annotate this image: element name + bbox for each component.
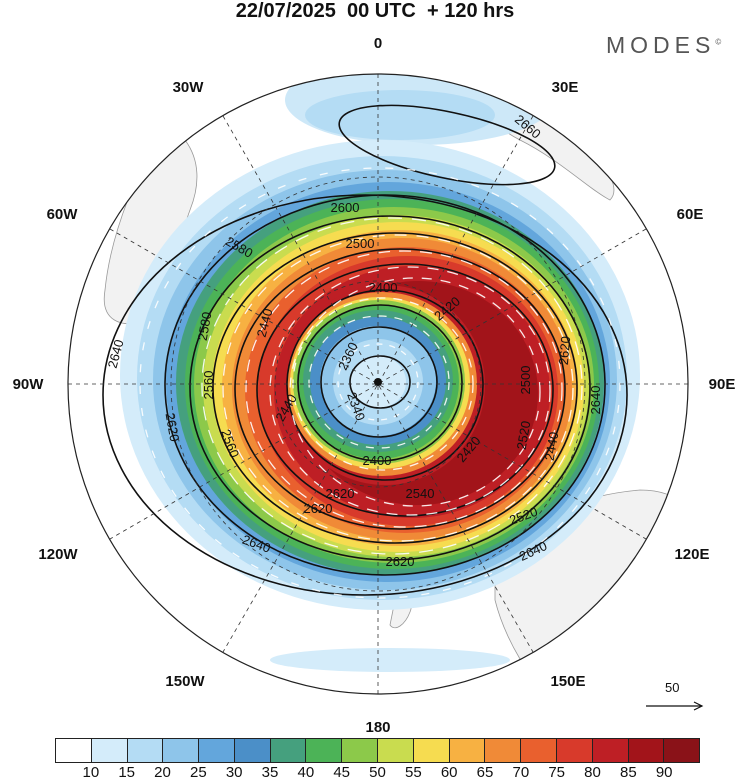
colorbar-swatch <box>91 739 128 762</box>
colorbar-swatch <box>234 739 271 762</box>
wind-streamlines <box>139 167 621 599</box>
colorbar-tick-label: 90 <box>655 764 673 781</box>
colorbar-swatch <box>413 739 450 762</box>
colorbar-tick-label: 55 <box>404 764 422 781</box>
contour-label: 2400 <box>369 280 398 295</box>
colorbar-swatch <box>306 739 343 762</box>
colorbar-tick-label: 45 <box>333 764 350 781</box>
colorbar <box>55 738 700 763</box>
contour-label: 2440 <box>542 431 562 462</box>
colorbar-tick-label: 75 <box>548 764 565 781</box>
lon-label-30e: 30E <box>552 79 579 96</box>
reference-vector-label: 50 <box>665 680 680 695</box>
colorbar-tick-label: 10 <box>82 764 100 781</box>
contour-label: 2440 <box>254 307 276 339</box>
colorbar-swatch <box>270 739 307 762</box>
colorbar-swatch <box>378 739 414 762</box>
logo-text: MODES <box>606 32 716 58</box>
colorbar-tick-label: 60 <box>440 764 458 781</box>
modes-logo: MODES© <box>606 32 721 59</box>
map-disc <box>68 74 688 694</box>
lon-label-60e: 60E <box>677 206 704 223</box>
lon-label-60w: 60W <box>47 206 79 223</box>
contour-label: 2400 <box>363 453 392 468</box>
lon-label-120w: 120W <box>38 546 78 563</box>
colorbar-tick-label: 35 <box>261 764 279 781</box>
contour-label: 2520 <box>514 420 534 451</box>
lon-label-180: 180 <box>365 719 390 736</box>
lon-label-90w: 90W <box>13 376 45 393</box>
contour-label: 2540 <box>406 486 435 501</box>
reference-arrow <box>646 701 704 711</box>
longitude-labels: 0 30E 60E 90E 120E 150E 180 150W 120W 90… <box>13 35 736 736</box>
colorbar-tick-label: 85 <box>619 764 637 781</box>
colorbar-swatch <box>342 739 379 762</box>
colorbar-swatch <box>449 739 486 762</box>
colorbar-swatch <box>163 739 200 762</box>
colorbar-swatch <box>556 739 593 762</box>
contour-label: 2620 <box>326 486 355 501</box>
colorbar-tick-label: 65 <box>476 764 494 781</box>
contour-label: 2620 <box>304 501 333 516</box>
lon-label-120e: 120E <box>674 546 709 563</box>
colorbar-tick-label: 70 <box>512 764 530 781</box>
colorbar-tick-label: 30 <box>225 764 243 781</box>
colorbar-swatch <box>56 739 92 762</box>
colorbar-swatch <box>628 739 665 762</box>
colorbar-ticks: 10 15 20 25 30 35 40 45 50 55 60 65 70 75 80 85 90 <box>55 764 700 782</box>
lon-label-150w: 150W <box>165 673 205 690</box>
pole-marker <box>374 378 382 386</box>
map-boundary <box>67 73 689 695</box>
reference-vector: 50 <box>640 680 710 720</box>
colorbar-swatch <box>485 739 522 762</box>
contour-label: 2500 <box>346 236 375 251</box>
lon-label-90e: 90E <box>709 376 736 393</box>
colorbar-tick-label: 80 <box>584 764 601 781</box>
colorbar-tick-label: 40 <box>297 764 315 781</box>
lon-label-30w: 30W <box>173 79 205 96</box>
colorbar-swatch <box>521 739 557 762</box>
contour-label: 2620 <box>386 554 415 569</box>
contour-label: 2580 <box>195 311 215 342</box>
contour-label: 2640 <box>105 338 127 370</box>
contour-label: 2620 <box>556 336 573 366</box>
contour-label: 2560 <box>201 371 216 400</box>
graticule <box>68 74 688 694</box>
colorbar-tick-label: 25 <box>189 764 207 781</box>
contour-label: 2500 <box>518 366 533 395</box>
lon-label-150e: 150E <box>550 673 585 690</box>
contour-label: 2620 <box>163 412 183 443</box>
colorbar-tick-label: 50 <box>369 764 386 781</box>
colorbar-swatch <box>592 739 629 762</box>
colorbar-tick-label: 20 <box>154 764 171 781</box>
contour-label: 2640 <box>588 386 603 415</box>
colorbar-swatch <box>127 739 164 762</box>
colorbar-swatch <box>664 739 700 762</box>
colorbar-tick-label: 15 <box>118 764 135 781</box>
map-title: 22/07/2025 00 UTC + 120 hrs <box>235 0 515 22</box>
height-contours <box>102 104 628 596</box>
contour-label: 2600 <box>331 200 360 215</box>
copyright-mark: © <box>715 37 722 47</box>
lon-label-0: 0 <box>374 35 382 52</box>
colorbar-swatch <box>199 739 235 762</box>
